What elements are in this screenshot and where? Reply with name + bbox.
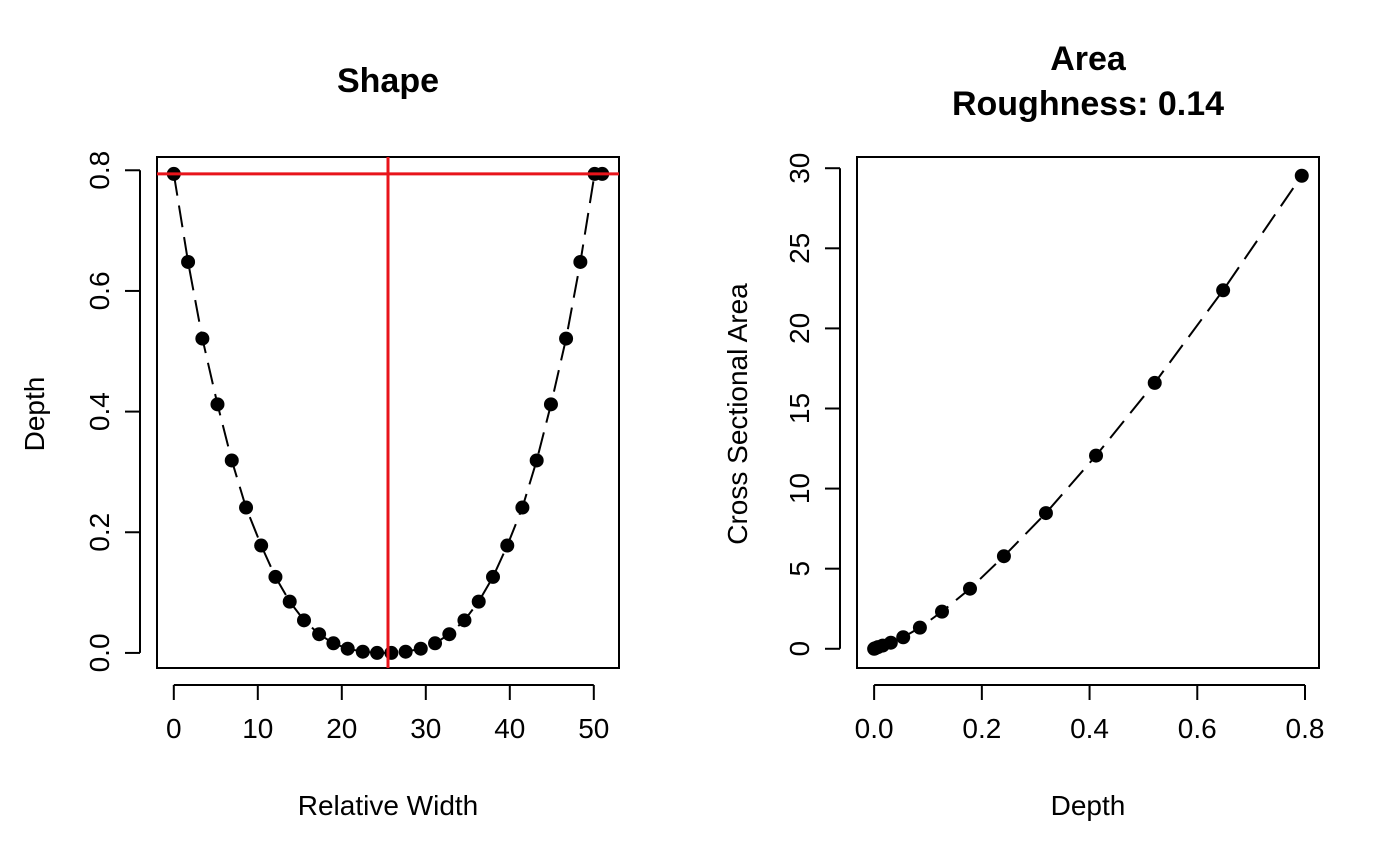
area-panel: Area Roughness: 0.14 Depth Cross Section… xyxy=(722,40,1324,821)
shape-data-point xyxy=(500,538,515,553)
shape-data-point xyxy=(370,645,385,660)
area-title-line-1: Area xyxy=(1050,40,1127,78)
shape-data-point xyxy=(355,644,370,659)
area-data-point xyxy=(996,549,1011,564)
area-x-tick-label: 0.6 xyxy=(1178,713,1217,744)
shape-data-point xyxy=(543,397,558,412)
area-data-point xyxy=(896,630,911,645)
shape-data-point xyxy=(181,254,196,269)
shape-data-point xyxy=(573,254,588,269)
area-y-axis-label: Cross Sectional Area xyxy=(722,283,753,545)
shape-y-axis-label: Depth xyxy=(19,377,50,452)
area-y-tick-label: 10 xyxy=(784,473,815,504)
shape-data-point xyxy=(398,644,413,659)
area-x-tick-label: 0.0 xyxy=(855,713,894,744)
area-data-point xyxy=(883,635,898,650)
shape-y-tick-label: 0.6 xyxy=(84,271,115,310)
shape-x-tick-label: 40 xyxy=(494,713,525,744)
area-y-tick-label: 15 xyxy=(784,393,815,424)
shape-data-point xyxy=(224,453,239,468)
shape-data-point xyxy=(239,500,254,515)
shape-x-tick-label: 20 xyxy=(326,713,357,744)
shape-data-point xyxy=(195,331,210,346)
shape-y-tick-label: 0.8 xyxy=(84,151,115,190)
shape-x-tick-label: 30 xyxy=(410,713,441,744)
shape-data-point xyxy=(413,641,428,656)
shape-data-point xyxy=(282,594,297,609)
shape-panel: Shape Relative Width Depth 0 10 20 30 40 50 0.… xyxy=(19,62,620,821)
shape-data-point xyxy=(559,331,574,346)
area-x-axis-label: Depth xyxy=(1051,790,1126,821)
area-y-tick-label: 30 xyxy=(784,153,815,184)
shape-data-point xyxy=(326,636,341,651)
shape-data-point xyxy=(340,641,355,656)
shape-data-point xyxy=(268,569,283,584)
area-x-tick-label: 0.2 xyxy=(962,713,1001,744)
shape-data-point xyxy=(384,645,399,660)
area-data-point xyxy=(912,620,927,635)
shape-title: Shape xyxy=(337,62,439,100)
area-y-tick-label: 0 xyxy=(784,641,815,657)
shape-x-tick-label: 10 xyxy=(242,713,273,744)
area-data-point xyxy=(1038,506,1053,521)
area-data-point xyxy=(962,581,977,596)
area-x-tick-label: 0.4 xyxy=(1070,713,1109,744)
area-data-point xyxy=(934,604,949,619)
shape-x-axis-label: Relative Width xyxy=(298,790,479,821)
area-data-point xyxy=(1216,283,1231,298)
shape-data-point xyxy=(297,613,311,628)
shape-data-point xyxy=(312,627,327,642)
shape-data-point xyxy=(210,397,225,412)
area-data-point xyxy=(1089,448,1104,463)
shape-data-point xyxy=(457,613,472,628)
shape-y-tick-label: 0.2 xyxy=(84,513,115,552)
shape-data-point xyxy=(529,453,544,468)
shape-data-point xyxy=(471,594,486,609)
area-plot-frame xyxy=(856,156,1320,669)
area-y-tick-label: 20 xyxy=(784,313,815,344)
area-data-point xyxy=(1147,375,1162,390)
shape-x-tick-label: 0 xyxy=(166,713,182,744)
shape-x-tick-label: 50 xyxy=(578,713,609,744)
area-y-tick-label: 25 xyxy=(784,233,815,264)
shape-data-point xyxy=(515,500,530,515)
area-title-line-2: Roughness: 0.14 xyxy=(952,85,1224,123)
shape-data-point xyxy=(442,627,457,642)
shape-y-tick-label: 0.0 xyxy=(84,633,115,672)
shape-data-point xyxy=(428,636,443,651)
shape-data-point xyxy=(486,569,500,584)
area-x-tick-label: 0.8 xyxy=(1286,713,1325,744)
area-y-tick-label: 5 xyxy=(784,561,815,577)
shape-y-tick-label: 0.4 xyxy=(84,392,115,431)
area-data-point xyxy=(1294,168,1309,183)
shape-data-point xyxy=(254,538,269,553)
